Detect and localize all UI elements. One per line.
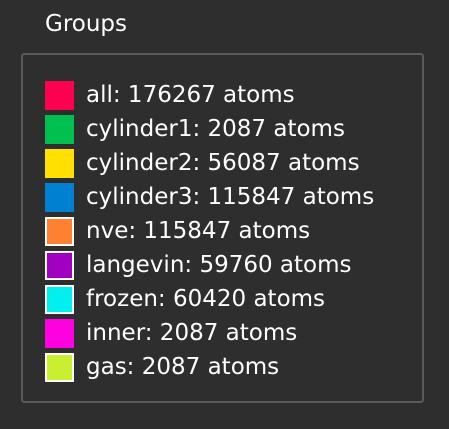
group-item-gas[interactable]: gas: 2087 atoms (45, 350, 374, 384)
group-label: inner: 2087 atoms (86, 320, 298, 346)
panel-title: Groups (45, 11, 128, 37)
color-swatch[interactable] (45, 318, 74, 348)
color-swatch[interactable] (45, 216, 74, 246)
group-list: all: 176267 atoms cylinder1: 2087 atoms … (45, 78, 374, 384)
group-item-inner[interactable]: inner: 2087 atoms (45, 316, 374, 350)
color-swatch[interactable] (45, 148, 74, 178)
group-label: cylinder1: 2087 atoms (86, 116, 345, 142)
color-swatch[interactable] (45, 352, 74, 382)
group-label: cylinder3: 115847 atoms (86, 184, 375, 210)
group-item-cylinder1[interactable]: cylinder1: 2087 atoms (45, 112, 374, 146)
group-label: gas: 2087 atoms (86, 354, 280, 380)
group-item-nve[interactable]: nve: 115847 atoms (45, 214, 374, 248)
group-label: all: 176267 atoms (86, 82, 295, 108)
group-item-cylinder3[interactable]: cylinder3: 115847 atoms (45, 180, 374, 214)
color-swatch[interactable] (45, 80, 74, 110)
group-item-langevin[interactable]: langevin: 59760 atoms (45, 248, 374, 282)
color-swatch[interactable] (45, 284, 74, 314)
group-label: langevin: 59760 atoms (86, 252, 352, 278)
group-label: frozen: 60420 atoms (86, 286, 326, 312)
groups-box: all: 176267 atoms cylinder1: 2087 atoms … (21, 53, 424, 403)
color-swatch[interactable] (45, 114, 74, 144)
group-item-all[interactable]: all: 176267 atoms (45, 78, 374, 112)
group-label: cylinder2: 56087 atoms (86, 150, 360, 176)
group-label: nve: 115847 atoms (86, 218, 311, 244)
color-swatch[interactable] (45, 182, 74, 212)
color-swatch[interactable] (45, 250, 74, 280)
group-item-cylinder2[interactable]: cylinder2: 56087 atoms (45, 146, 374, 180)
group-item-frozen[interactable]: frozen: 60420 atoms (45, 282, 374, 316)
